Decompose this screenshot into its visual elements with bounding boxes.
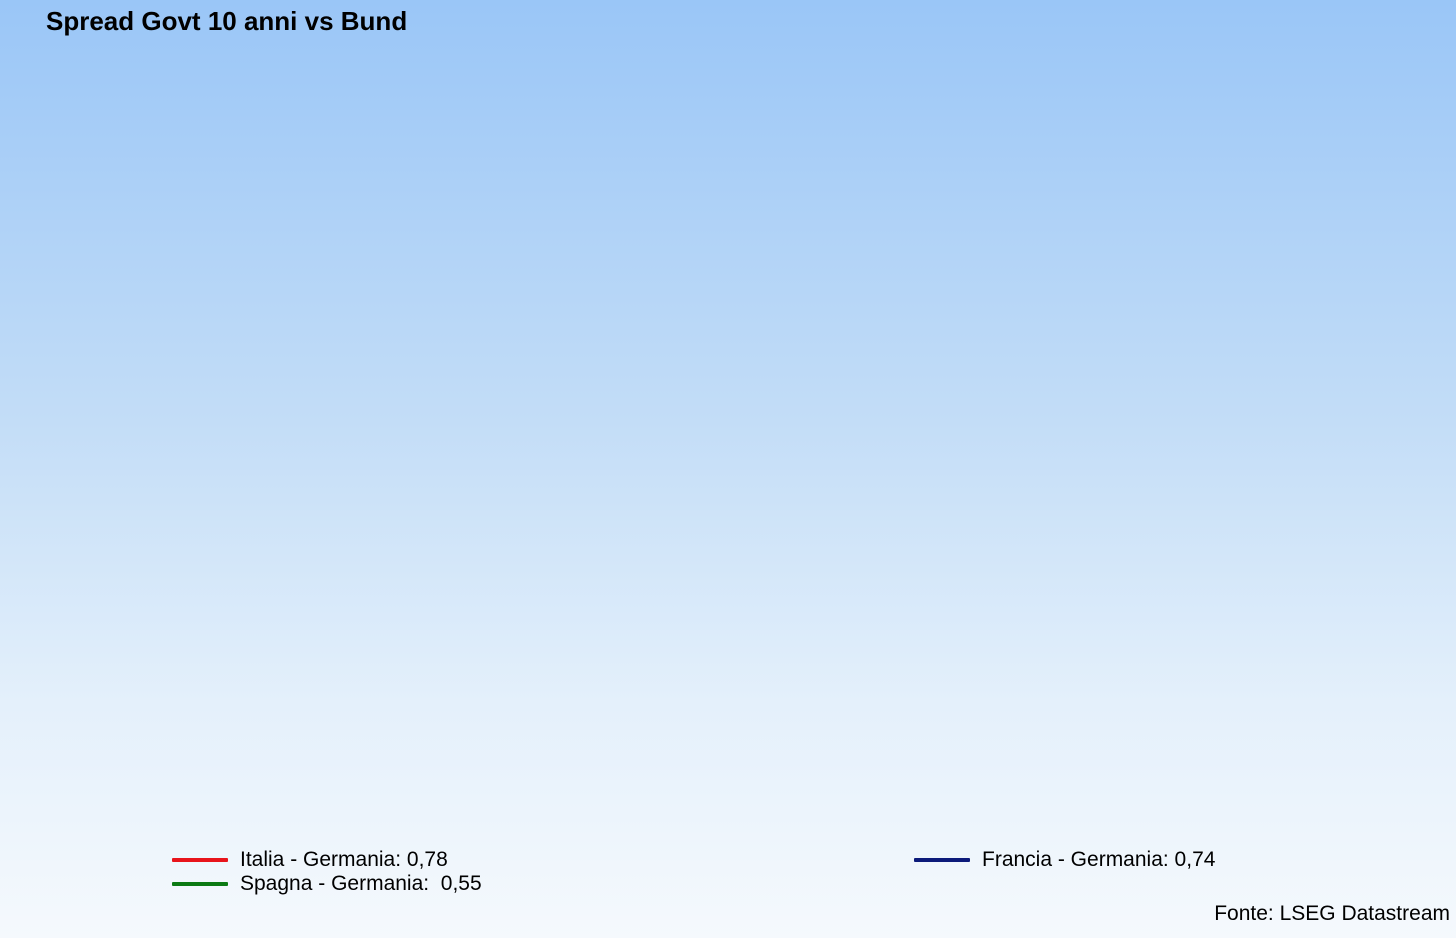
legend-label-francia: Francia - Germania: 0,74: [982, 848, 1216, 871]
source-note: Fonte: LSEG Datastream: [1214, 902, 1450, 925]
legend-italia: Italia - Germania: 0,78: [172, 848, 448, 872]
legend-swatch-italia: [172, 858, 228, 862]
legend-spagna: Spagna - Germania: 0,55: [172, 872, 482, 896]
legend-label-spagna: Spagna - Germania: 0,55: [240, 872, 482, 895]
legend-francia: Francia - Germania: 0,74: [914, 848, 1215, 872]
legend-label-italia: Italia - Germania: 0,78: [240, 848, 448, 871]
legend-swatch-spagna: [172, 882, 228, 886]
chart-title: Spread Govt 10 anni vs Bund: [46, 6, 408, 36]
legend-swatch-francia: [914, 858, 970, 862]
